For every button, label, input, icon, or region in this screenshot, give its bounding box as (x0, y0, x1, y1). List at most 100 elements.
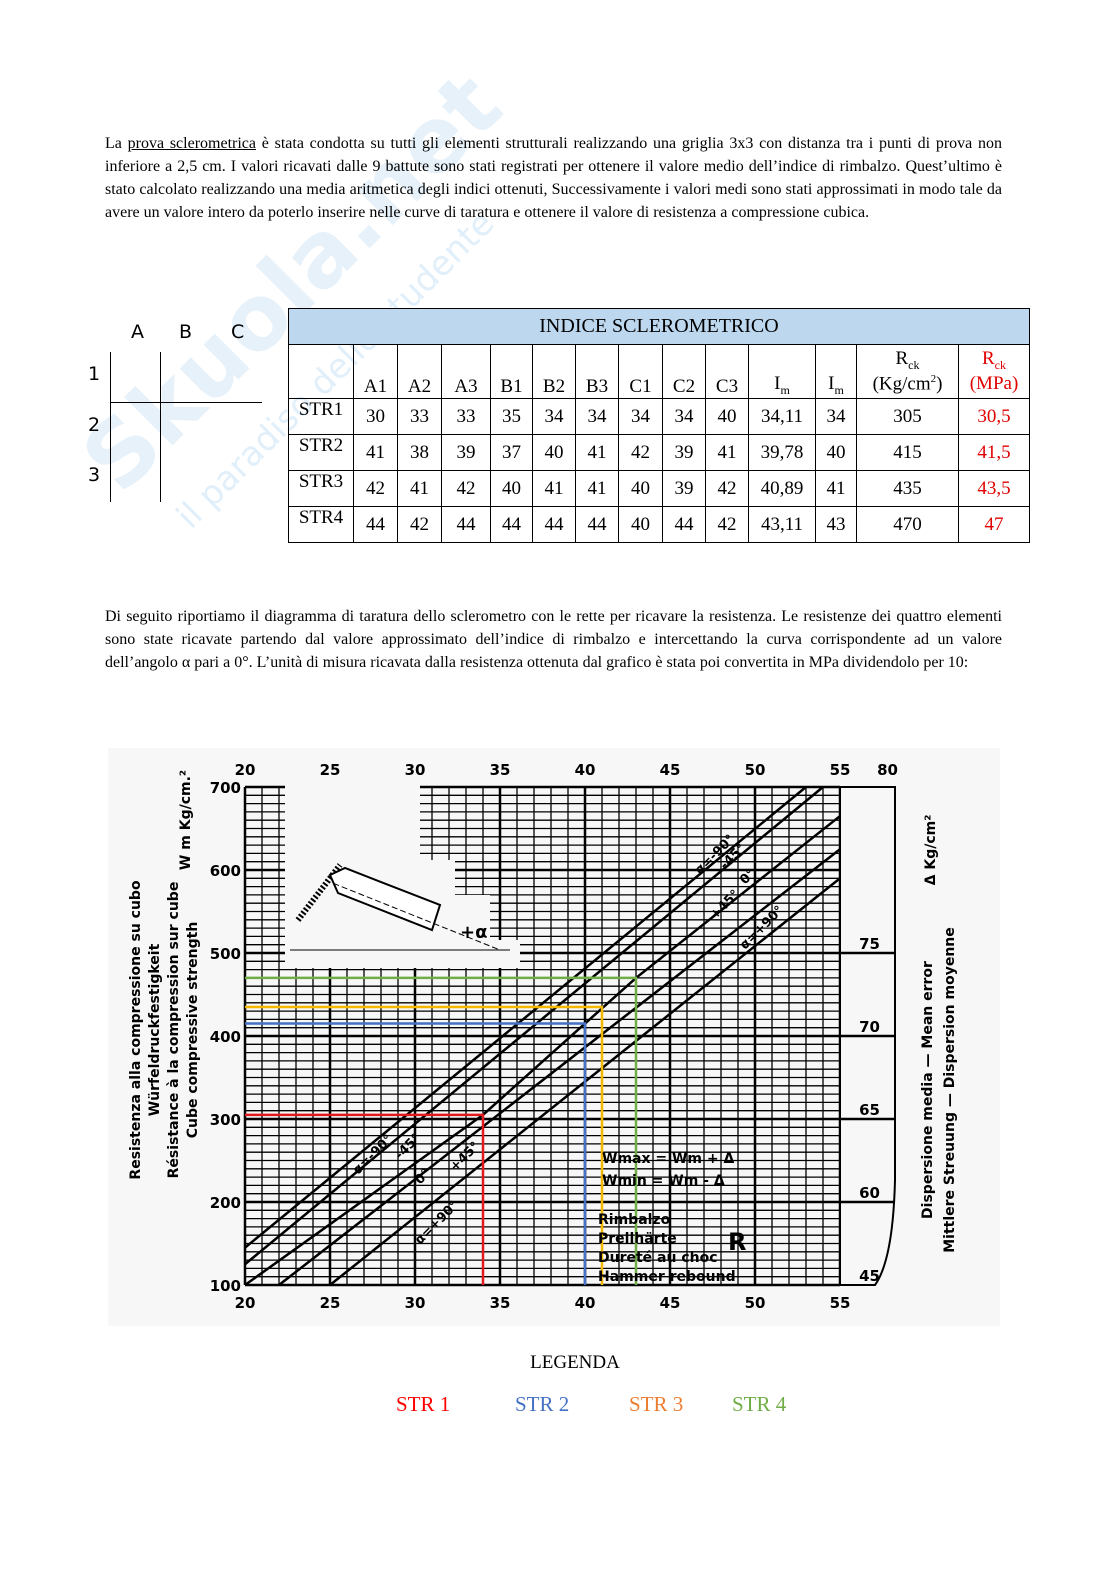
reading-line (245, 1005, 604, 1285)
table-row: STR3 42 41 42 40 41 41 40 39 42 40,89 41 435 43,5 (288, 470, 1030, 507)
cell-rck-mpa: 47 (958, 506, 1030, 543)
alpha-label: +α (460, 922, 487, 943)
diagram-paragraph: Di seguito riportiamo il diagramma di ta… (105, 608, 1002, 671)
y-tick: 100 (210, 1277, 241, 1295)
cell-value: 30 (353, 398, 398, 435)
table-row: STR1 30 33 33 35 34 34 34 34 40 34,11 34 305 30,5 (288, 398, 1030, 435)
row-label: STR4 (288, 506, 354, 543)
cell-value: 39 (662, 470, 706, 507)
header-rck-kg: Rck (Kg/cm2) (856, 344, 959, 399)
calibration-chart: +α 20 20 25 25 30 30 35 35 40 40 45 45 50 50 55 55 100 20… (108, 748, 1000, 1326)
x-tick-bottom: 40 (575, 1294, 596, 1312)
right-tick: 65 (859, 1101, 880, 1119)
x-tick-top: 40 (575, 761, 596, 779)
cell-value: 41 (575, 434, 619, 471)
row-label-3: 3 (88, 464, 101, 486)
header-a3: A3 (441, 344, 491, 399)
cell-value: 33 (397, 398, 442, 435)
x-tick-top: 50 (745, 761, 766, 779)
cell-im: 43 (815, 506, 857, 543)
cell-value: 34 (575, 398, 619, 435)
cell-im-mean: 34,11 (748, 398, 816, 435)
cell-value: 42 (618, 434, 663, 471)
cell-value: 40 (532, 434, 576, 471)
grid-line (110, 352, 111, 502)
cell-value: 42 (705, 506, 749, 543)
header-rck-mpa: Rck (MPa) (958, 344, 1030, 399)
x-tick-bottom: 30 (405, 1294, 426, 1312)
row-label: STR2 (288, 434, 354, 471)
cell-value: 41 (575, 470, 619, 507)
cell-im-mean: 40,89 (748, 470, 816, 507)
x-tick-bottom: 20 (235, 1294, 256, 1312)
cell-value: 39 (441, 434, 491, 471)
right-tick: 70 (859, 1018, 880, 1036)
x-tick-bottom: 25 (320, 1294, 341, 1312)
cell-value: 44 (353, 506, 398, 543)
right-axis-title: Mittlere Streuung — Dispersion moyenne (942, 927, 958, 1253)
x-tick-bottom: 45 (660, 1294, 681, 1312)
cell-im: 41 (815, 470, 857, 507)
cell-value: 42 (705, 470, 749, 507)
cell-value: 41 (397, 470, 442, 507)
intro-text-rest: è stata condotta su tutti gli elementi s… (105, 135, 1002, 221)
cell-im-mean: 43,11 (748, 506, 816, 543)
header-im: Im (815, 344, 857, 399)
x-axis-label: Rimbalzo (598, 1212, 671, 1228)
cell-rck-kg: 305 (856, 398, 959, 435)
right-axis-title: Dispersione media — Mean error (920, 961, 936, 1219)
legend-item-str4: STR 4 (732, 1392, 787, 1416)
grid-line (160, 352, 161, 502)
header-b2: B2 (532, 344, 576, 399)
cell-value: 34 (662, 398, 706, 435)
legend-item-str1: STR 1 (396, 1392, 451, 1416)
curves (244, 786, 841, 1287)
cell-value: 44 (662, 506, 706, 543)
cell-value: 41 (353, 434, 398, 471)
x-symbol-r: R (728, 1228, 746, 1256)
header-im-mean: Im (748, 344, 816, 399)
x-tick-top: 45 (660, 761, 681, 779)
x-tick-top: 30 (405, 761, 426, 779)
y-axis-label: Résistance à la compression sur cube (166, 882, 182, 1179)
x-tick-top: 35 (490, 761, 511, 779)
table-header-row: A1 A2 A3 B1 B2 B3 C1 C2 C3 Im Im Rck (Kg/cm2) Rck (MPa… (288, 344, 1030, 399)
legend-item-str3: STR 3 (629, 1392, 684, 1416)
row-label: STR3 (288, 470, 354, 507)
x-tick-bottom: 35 (490, 1294, 511, 1312)
y-tick: 300 (210, 1111, 241, 1129)
formula: Wmin = Wm - Δ (602, 1173, 725, 1189)
header-c2: C2 (662, 344, 706, 399)
row-label-2: 2 (88, 414, 101, 436)
x-tick-top: 25 (320, 761, 341, 779)
cell-value: 38 (397, 434, 442, 471)
col-label-a: A (131, 321, 144, 343)
y-tick: 200 (210, 1194, 241, 1212)
header-empty (288, 344, 354, 399)
reading-line (245, 1022, 587, 1285)
grid-line (110, 402, 262, 403)
cell-rck-kg: 415 (856, 434, 959, 471)
chart-grid (243, 785, 896, 1287)
cell-value: 42 (353, 470, 398, 507)
cell-value: 44 (532, 506, 576, 543)
cell-rck-kg: 470 (856, 506, 959, 543)
x-axis-label: Hammer rebound (598, 1269, 736, 1285)
intro-paragraph: La prova sclerometrica è stata condotta … (105, 132, 1002, 224)
x-tick-bottom: 55 (830, 1294, 851, 1312)
cell-value: 34 (618, 398, 663, 435)
cell-value: 34 (532, 398, 576, 435)
table-title: INDICE SCLEROMETRICO (288, 308, 1030, 345)
curve-line (244, 786, 824, 1266)
prova-sclerometrica-link[interactable]: prova sclerometrica (127, 135, 256, 152)
x-axis-label: Dureté au choc (598, 1250, 718, 1266)
reading-line (245, 976, 638, 1285)
curve-line (278, 848, 841, 1286)
y-tick: 600 (210, 862, 241, 880)
col-label-b: B (179, 321, 193, 343)
cell-im: 34 (815, 398, 857, 435)
cell-rck-mpa: 30,5 (958, 398, 1030, 435)
cell-value: 40 (705, 398, 749, 435)
cell-im-mean: 39,78 (748, 434, 816, 471)
